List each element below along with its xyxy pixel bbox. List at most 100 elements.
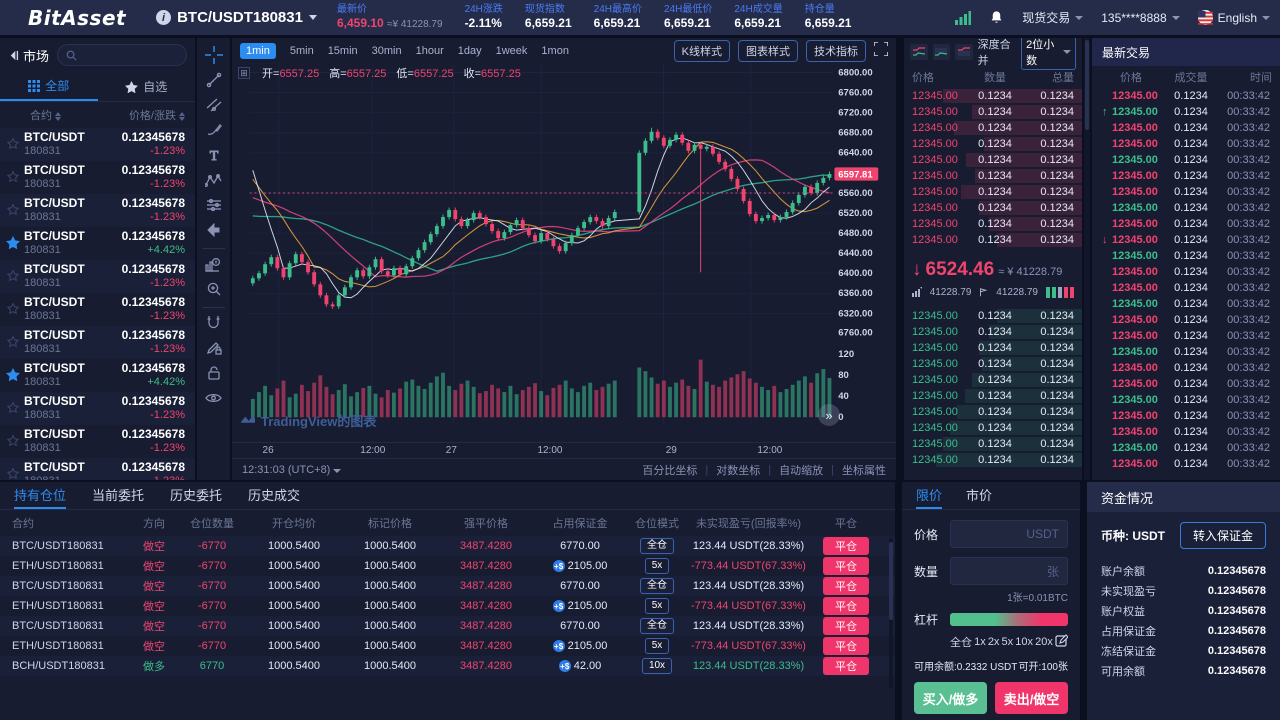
timeframe-30min[interactable]: 30min xyxy=(371,44,402,57)
orderbook-bid-row[interactable]: 12345.00 0.1234 0.1234 xyxy=(904,340,1082,356)
star-icon[interactable] xyxy=(6,301,20,315)
decimal-select[interactable]: 2位小数 xyxy=(1021,38,1076,70)
tool-lock[interactable] xyxy=(201,362,227,387)
language-menu[interactable]: English xyxy=(1197,10,1270,25)
leverage-slider[interactable] xyxy=(950,613,1068,626)
star-icon[interactable] xyxy=(6,466,20,480)
star-icon[interactable] xyxy=(6,202,20,216)
tool-eye[interactable] xyxy=(201,387,227,412)
chart-button-图表样式[interactable]: 图表样式 xyxy=(738,39,798,62)
position-mode-badge[interactable]: 全仓 xyxy=(640,618,674,634)
orderbook-ask-row[interactable]: 12345.00 0.1234 0.1234 xyxy=(904,88,1082,104)
orderbook-bid-row[interactable]: 12345.00 0.1234 0.1234 xyxy=(904,388,1082,404)
price-input[interactable]: USDT xyxy=(950,520,1068,548)
axis-option-1[interactable]: 对数坐标 xyxy=(716,464,761,477)
tool-pencil-lock[interactable] xyxy=(201,337,227,362)
position-mode-badge[interactable]: 10x xyxy=(641,658,673,674)
tool-text[interactable]: T xyxy=(201,144,227,169)
axis-option-3[interactable]: 坐标属性 xyxy=(842,464,886,477)
close-position-button[interactable]: 平仓 xyxy=(823,557,869,575)
tool-channel[interactable] xyxy=(201,94,227,119)
orderbook-ask-row[interactable]: 12345.00 0.1234 0.1234 xyxy=(904,184,1082,200)
close-position-button[interactable]: 平仓 xyxy=(823,657,869,675)
orderbook-ask-row[interactable]: 12345.00 0.1234 0.1234 xyxy=(904,120,1082,136)
timeframe-5min[interactable]: 5min xyxy=(289,44,314,57)
leverage-option-2x[interactable]: 2x xyxy=(987,636,1000,648)
position-mode-badge[interactable]: 5x xyxy=(644,638,670,654)
star-icon[interactable] xyxy=(6,334,20,348)
timeframe-1min[interactable]: 1min xyxy=(240,42,276,59)
leverage-option-10x[interactable]: 10x xyxy=(1015,636,1033,648)
timeframe-1mon[interactable]: 1mon xyxy=(541,44,569,57)
add-margin-icon[interactable]: +$ xyxy=(552,600,565,613)
col-contract[interactable]: 合约 xyxy=(30,107,61,123)
transfer-margin-button[interactable]: 转入保证金 xyxy=(1179,522,1266,549)
close-position-button[interactable]: 平仓 xyxy=(823,597,869,615)
tool-brush[interactable] xyxy=(201,119,227,144)
position-mode-badge[interactable]: 全仓 xyxy=(640,578,674,594)
market-tab-全部[interactable]: 全部 xyxy=(0,72,98,101)
tool-measure[interactable] xyxy=(201,194,227,219)
orderbook-ask-row[interactable]: 12345.00 0.1234 0.1234 xyxy=(904,168,1082,184)
orderbook-bid-row[interactable]: 12345.00 0.1234 0.1234 xyxy=(904,420,1082,436)
star-icon[interactable] xyxy=(6,169,20,183)
timeframe-1week[interactable]: 1week xyxy=(495,44,528,57)
account-menu[interactable]: 135****8888 xyxy=(1101,11,1180,25)
orderbook-scrollbar[interactable] xyxy=(1084,38,1090,480)
orderbook-bid-row[interactable]: 12345.00 0.1234 0.1234 xyxy=(904,308,1082,324)
orderbook-ask-row[interactable]: 12345.00 0.1234 0.1234 xyxy=(904,232,1082,248)
orderbook-bid-row[interactable]: 12345.00 0.1234 0.1234 xyxy=(904,452,1082,468)
star-icon[interactable] xyxy=(6,235,20,249)
leverage-option-全仓[interactable]: 全仓 xyxy=(950,637,972,649)
tool-chart-magnify[interactable] xyxy=(201,253,227,278)
timeframe-15min[interactable]: 15min xyxy=(327,44,358,57)
orderbook-bid-row[interactable]: 12345.00 0.1234 0.1234 xyxy=(904,356,1082,372)
market-tab-自选[interactable]: 自选 xyxy=(98,72,196,101)
spot-trade-menu[interactable]: 现货交易 xyxy=(1022,9,1084,26)
order-tab-市价[interactable]: 市价 xyxy=(966,488,993,503)
orderbook-bid-row[interactable]: 12345.00 0.1234 0.1234 xyxy=(904,436,1082,452)
chart-button-K线样式[interactable]: K线样式 xyxy=(673,39,730,62)
leverage-option-20x[interactable]: 20x xyxy=(1035,636,1053,648)
positions-tab-当前委托[interactable]: 当前委托 xyxy=(92,488,145,503)
star-icon[interactable] xyxy=(6,268,20,282)
tool-pattern[interactable] xyxy=(201,169,227,194)
depth-asks-icon[interactable] xyxy=(955,44,973,60)
tool-trendline[interactable] xyxy=(201,69,227,94)
search-input[interactable] xyxy=(57,44,187,66)
edit-leverage-icon[interactable] xyxy=(1055,634,1069,650)
depth-bids-icon[interactable] xyxy=(932,44,951,60)
position-mode-badge[interactable]: 全仓 xyxy=(640,538,674,554)
add-margin-icon[interactable]: +$ xyxy=(552,560,565,573)
star-icon[interactable] xyxy=(6,136,20,150)
close-position-button[interactable]: 平仓 xyxy=(823,637,869,655)
leverage-option-1x[interactable]: 1x xyxy=(974,636,986,648)
fullscreen-icon[interactable] xyxy=(873,41,889,59)
time-axis[interactable]: 26 12:00 27 12:00 29 12:00 xyxy=(232,442,896,458)
axis-option-0[interactable]: 百分比坐标 xyxy=(642,464,698,477)
market-row[interactable]: BTC/USDT 180831 0.12345678 +4.42% xyxy=(0,359,195,392)
chart-body[interactable]: ⊞ 开=6557.25 高=6557.25 低=6557.25 收=6557.2… xyxy=(232,63,896,442)
add-margin-icon[interactable]: +$ xyxy=(558,660,571,673)
depth-both-icon[interactable] xyxy=(910,44,928,60)
timeframe-1day[interactable]: 1day xyxy=(457,44,482,57)
orderbook-bid-row[interactable]: 12345.00 0.1234 0.1234 xyxy=(904,404,1082,420)
close-position-button[interactable]: 平仓 xyxy=(823,577,869,595)
orderbook-ask-row[interactable]: 12345.00 0.1234 0.1234 xyxy=(904,104,1082,120)
market-row[interactable]: BTC/USDT180831 0.12345678-1.23% xyxy=(0,458,195,480)
quantity-input[interactable]: 张 xyxy=(950,557,1068,585)
orderbook-ask-row[interactable]: 12345.00 0.1234 0.1234 xyxy=(904,152,1082,168)
sell-short-button[interactable]: 卖出/做空 xyxy=(995,682,1068,714)
add-margin-icon[interactable]: +$ xyxy=(552,640,565,653)
positions-scrollbar[interactable] xyxy=(889,538,893,688)
positions-tab-历史成交[interactable]: 历史成交 xyxy=(248,488,301,503)
close-position-button[interactable]: 平仓 xyxy=(823,617,869,635)
position-mode-badge[interactable]: 5x xyxy=(644,558,670,574)
pair-selector[interactable]: i BTC/USDT180831 xyxy=(156,9,317,26)
star-icon[interactable] xyxy=(6,400,20,414)
